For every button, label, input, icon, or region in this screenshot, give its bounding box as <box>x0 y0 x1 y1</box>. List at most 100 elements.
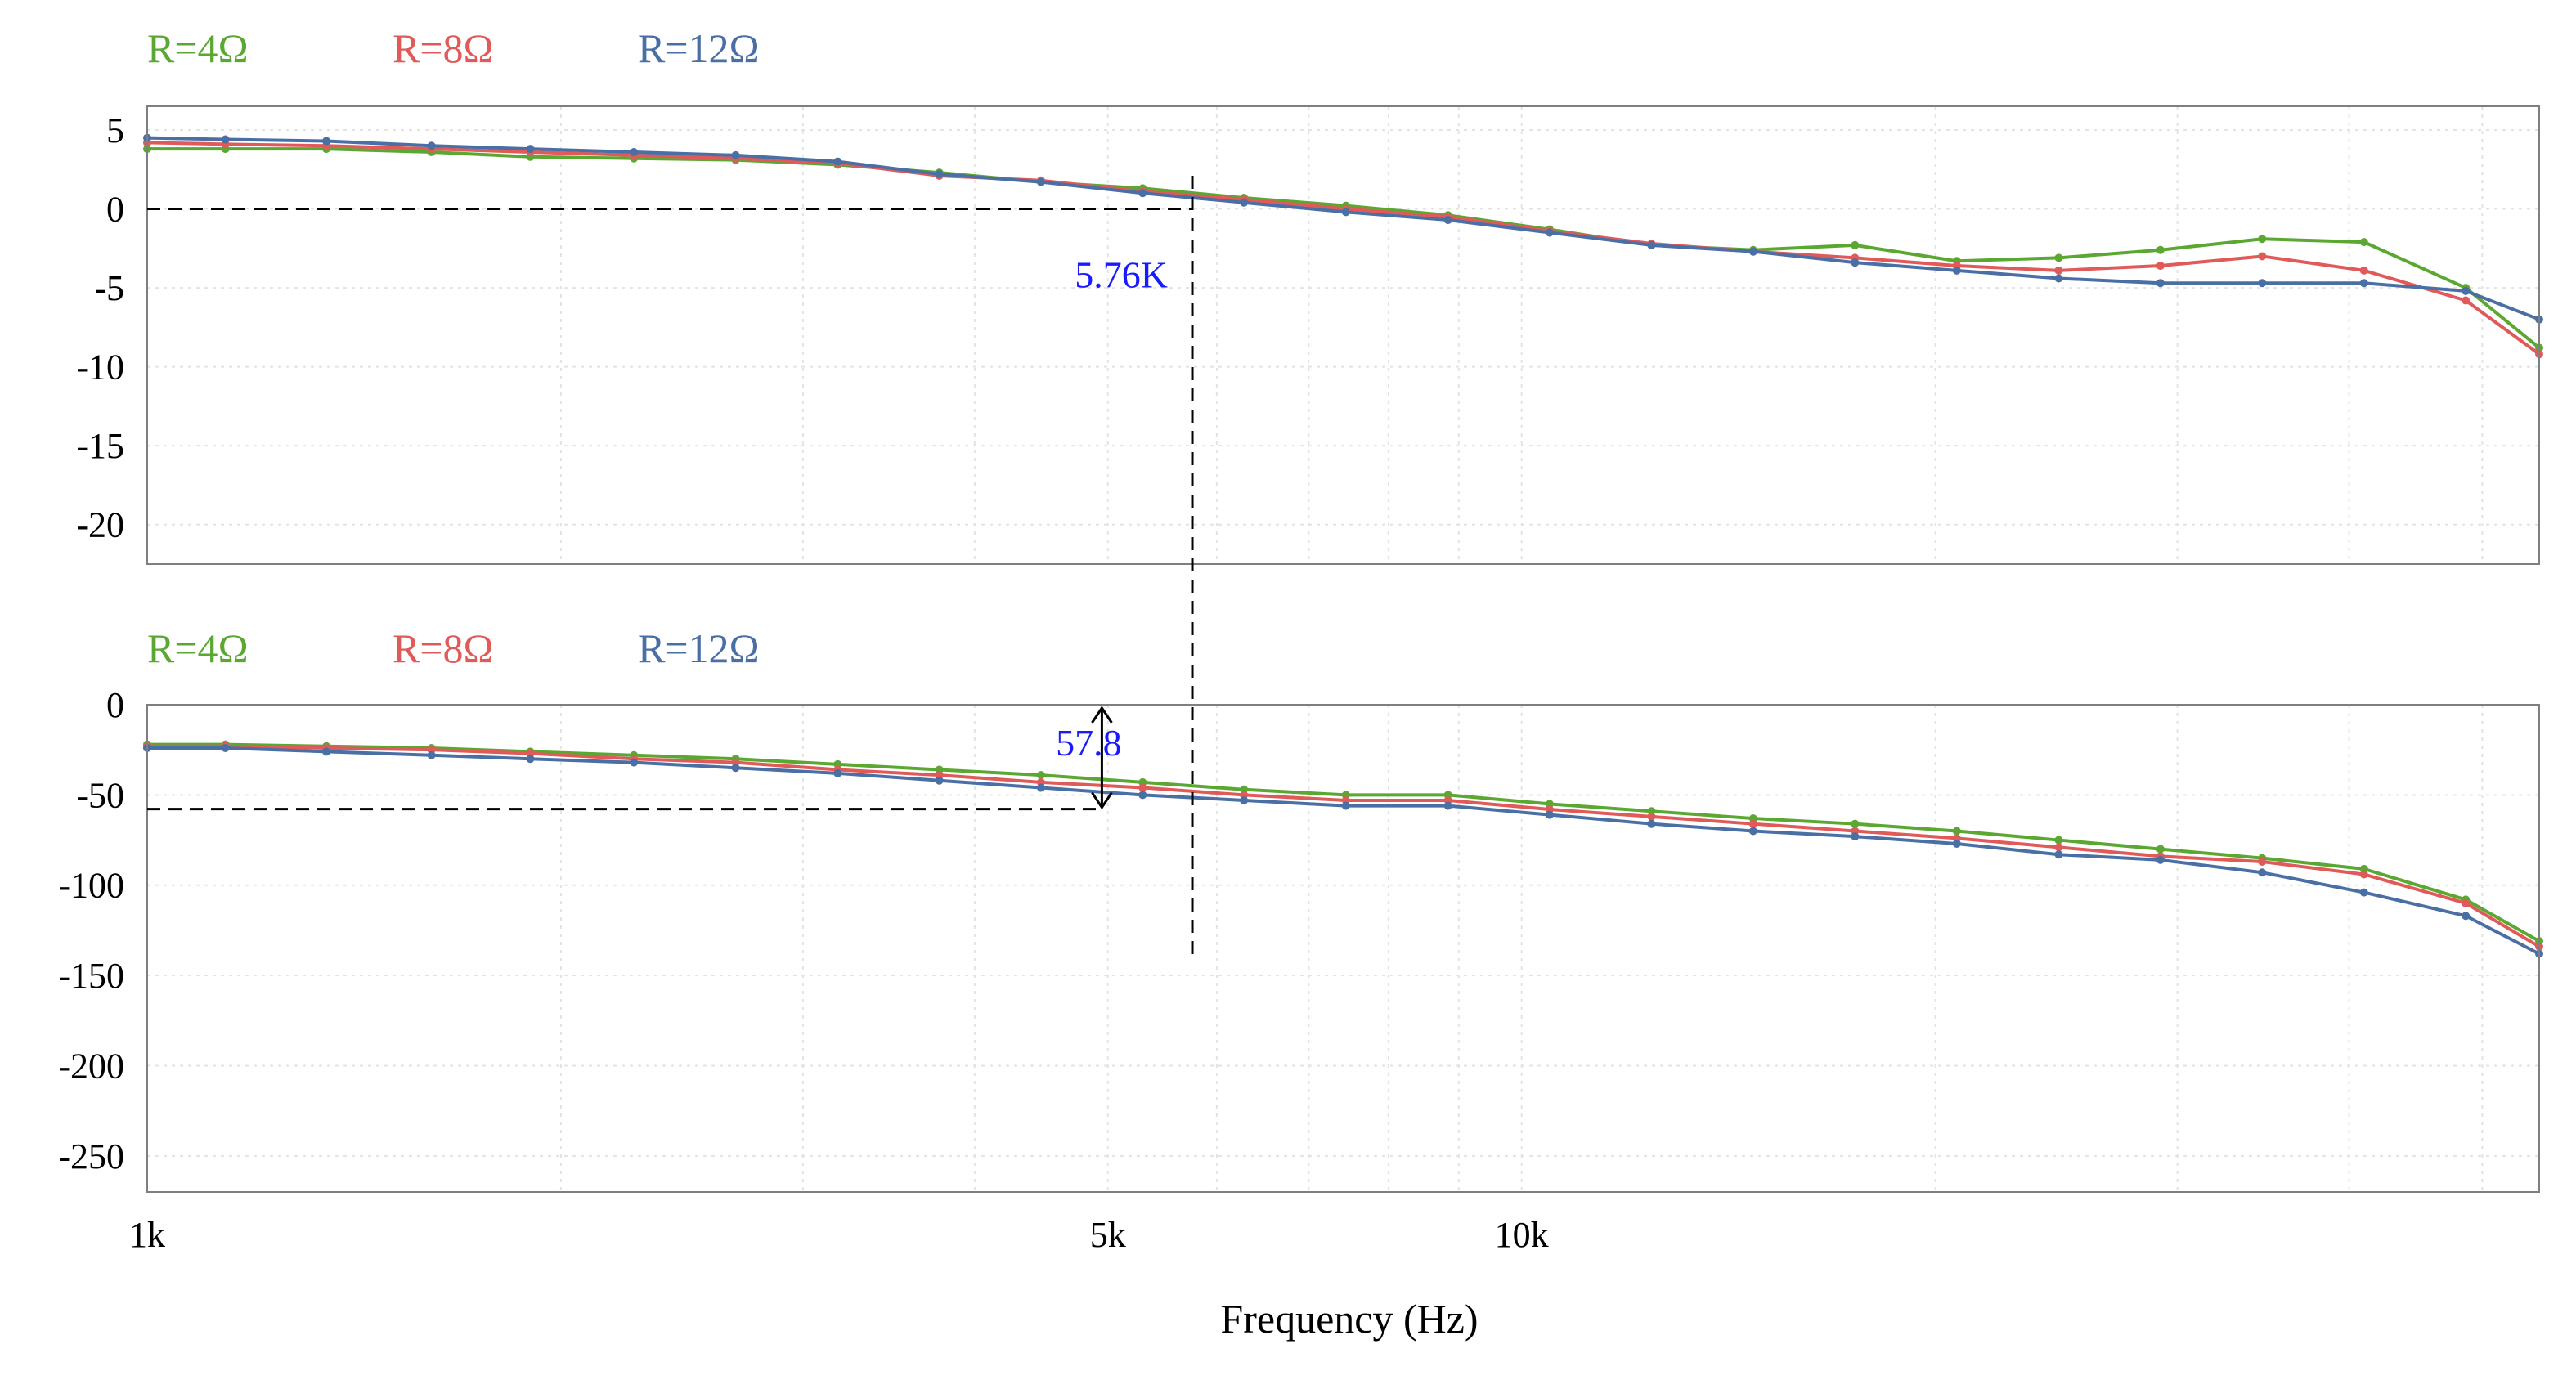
data-point <box>2462 296 2471 305</box>
data-point <box>1748 247 1757 256</box>
data-point <box>526 755 535 764</box>
y-tick-label: -5 <box>94 268 124 308</box>
legend-bottom-r4: R=4Ω <box>147 625 249 671</box>
crossover-frequency-label: 5.76K <box>1075 254 1168 296</box>
data-point <box>1851 832 1860 841</box>
data-point <box>1443 801 1452 810</box>
data-point <box>1952 827 1961 836</box>
data-point <box>322 137 331 146</box>
legend-top-r12: R=12Ω <box>638 25 760 71</box>
data-point <box>1240 795 1249 804</box>
data-point <box>2359 888 2368 897</box>
y-tick-label: -15 <box>76 426 124 466</box>
data-point <box>630 148 639 156</box>
data-point <box>1036 783 1045 792</box>
y-tick-label: -10 <box>76 347 124 388</box>
data-point <box>2156 845 2165 854</box>
legend-top: R=4Ω R=8Ω R=12Ω <box>147 25 760 71</box>
data-point <box>2054 266 2063 275</box>
y-tick-label: 5 <box>106 110 124 150</box>
data-point <box>1036 177 1045 186</box>
data-point <box>1240 198 1249 207</box>
data-point <box>2156 262 2165 271</box>
data-point <box>2359 266 2368 275</box>
phase-panel: 0 -50 -100 -150 -200 -250 <box>58 685 2543 1193</box>
plot-area <box>147 106 2539 564</box>
data-point <box>2258 252 2267 261</box>
data-point <box>2054 253 2063 262</box>
data-point <box>1851 240 1860 249</box>
phase-value-label: 57.8 <box>1056 722 1122 764</box>
data-point <box>2359 870 2368 879</box>
data-point <box>1851 258 1860 267</box>
data-point <box>2054 850 2063 859</box>
y-tick-label: -50 <box>76 775 124 815</box>
data-point <box>2054 836 2063 845</box>
data-point <box>427 141 436 150</box>
data-point <box>630 758 639 767</box>
y-tick-label: -150 <box>58 956 124 996</box>
plot-area <box>147 705 2539 1192</box>
y-tick-label: -100 <box>58 866 124 906</box>
data-point <box>833 768 842 777</box>
magnitude-panel: 5 0 -5 -10 -15 -20 <box>76 105 2543 565</box>
x-axis-tick-labels: 1k 5k 10k <box>129 1215 1549 1255</box>
data-point <box>1647 240 1656 249</box>
data-point <box>221 743 230 752</box>
data-point <box>1036 771 1045 780</box>
data-point <box>1545 228 1554 237</box>
data-point <box>2258 235 2267 244</box>
data-point <box>526 145 535 154</box>
y-tick-label: 0 <box>106 190 124 230</box>
data-point <box>1545 810 1554 819</box>
data-point <box>1952 839 1961 848</box>
legend-top-r4: R=4Ω <box>147 25 249 71</box>
x-tick-label: 5k <box>1090 1215 1126 1255</box>
legend-bottom-r12: R=12Ω <box>638 625 760 671</box>
data-point <box>1952 266 1961 275</box>
data-point <box>2156 279 2165 288</box>
data-point <box>1138 783 1147 792</box>
data-point <box>427 750 436 759</box>
y-tick-label: -250 <box>58 1136 124 1176</box>
data-point <box>1138 189 1147 198</box>
y-tick-label: -200 <box>58 1046 124 1086</box>
data-point <box>322 747 331 756</box>
data-point <box>2156 855 2165 864</box>
arrow-head-up <box>1091 706 1113 724</box>
axis-frame <box>146 704 2540 1193</box>
data-point <box>731 150 740 159</box>
data-point <box>2462 898 2471 907</box>
data-point <box>221 135 230 144</box>
data-point <box>2462 912 2471 921</box>
data-point <box>731 764 740 773</box>
data-point <box>2156 245 2165 254</box>
data-point <box>1851 819 1860 828</box>
data-point <box>2054 274 2063 283</box>
x-axis-label: Frequency (Hz) <box>1220 1296 1478 1342</box>
data-point <box>1647 819 1656 828</box>
data-point <box>2054 843 2063 852</box>
data-point <box>833 157 842 166</box>
x-tick-label: 10k <box>1495 1215 1549 1255</box>
legend-bottom: R=4Ω R=8Ω R=12Ω <box>147 625 760 671</box>
x-tick-label: 1k <box>129 1215 165 1255</box>
arrow-head-down <box>1091 791 1113 810</box>
legend-top-r8: R=8Ω <box>393 25 494 71</box>
data-point <box>2359 279 2368 288</box>
data-point <box>1341 801 1350 810</box>
y-tick-label: 0 <box>106 685 124 725</box>
data-point <box>1138 791 1147 800</box>
data-point <box>935 776 944 785</box>
data-point <box>2258 868 2267 877</box>
axis-frame <box>146 105 2540 565</box>
data-point <box>1443 216 1452 225</box>
data-point <box>1647 812 1656 821</box>
data-point <box>1748 819 1757 828</box>
data-point <box>1748 827 1757 836</box>
data-point <box>935 170 944 179</box>
y-tick-label: -20 <box>76 505 124 545</box>
legend-bottom-r8: R=8Ω <box>393 625 494 671</box>
data-point <box>2258 279 2267 288</box>
